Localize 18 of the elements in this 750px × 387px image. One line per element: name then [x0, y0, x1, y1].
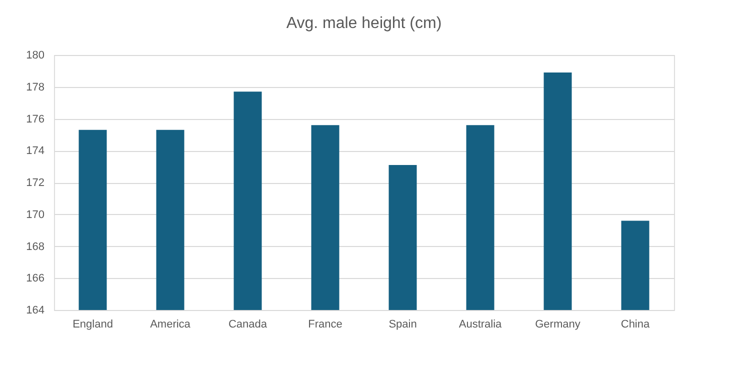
y-tick-label: 178: [26, 81, 44, 94]
y-tick-label: 172: [26, 177, 44, 189]
x-tick-label: Germany: [535, 318, 581, 330]
y-tick-label: 176: [26, 113, 44, 126]
x-tick-label: France: [308, 318, 342, 330]
x-tick-label: China: [620, 318, 650, 330]
chart-title: Avg. male height (cm): [286, 15, 442, 32]
x-tick-label: Spain: [388, 318, 417, 330]
y-tick-label: 164: [26, 304, 44, 316]
x-tick-label: Australia: [458, 318, 503, 330]
x-tick-label: America: [150, 318, 192, 330]
x-tick-label: Canada: [228, 318, 268, 330]
y-tick-label: 170: [26, 208, 44, 221]
y-tick-label: 174: [26, 145, 44, 158]
y-tick-label: 166: [26, 272, 44, 285]
y-tick-label: 180: [26, 50, 44, 62]
y-tick-label: 168: [26, 240, 44, 253]
x-tick-label: England: [72, 318, 113, 330]
